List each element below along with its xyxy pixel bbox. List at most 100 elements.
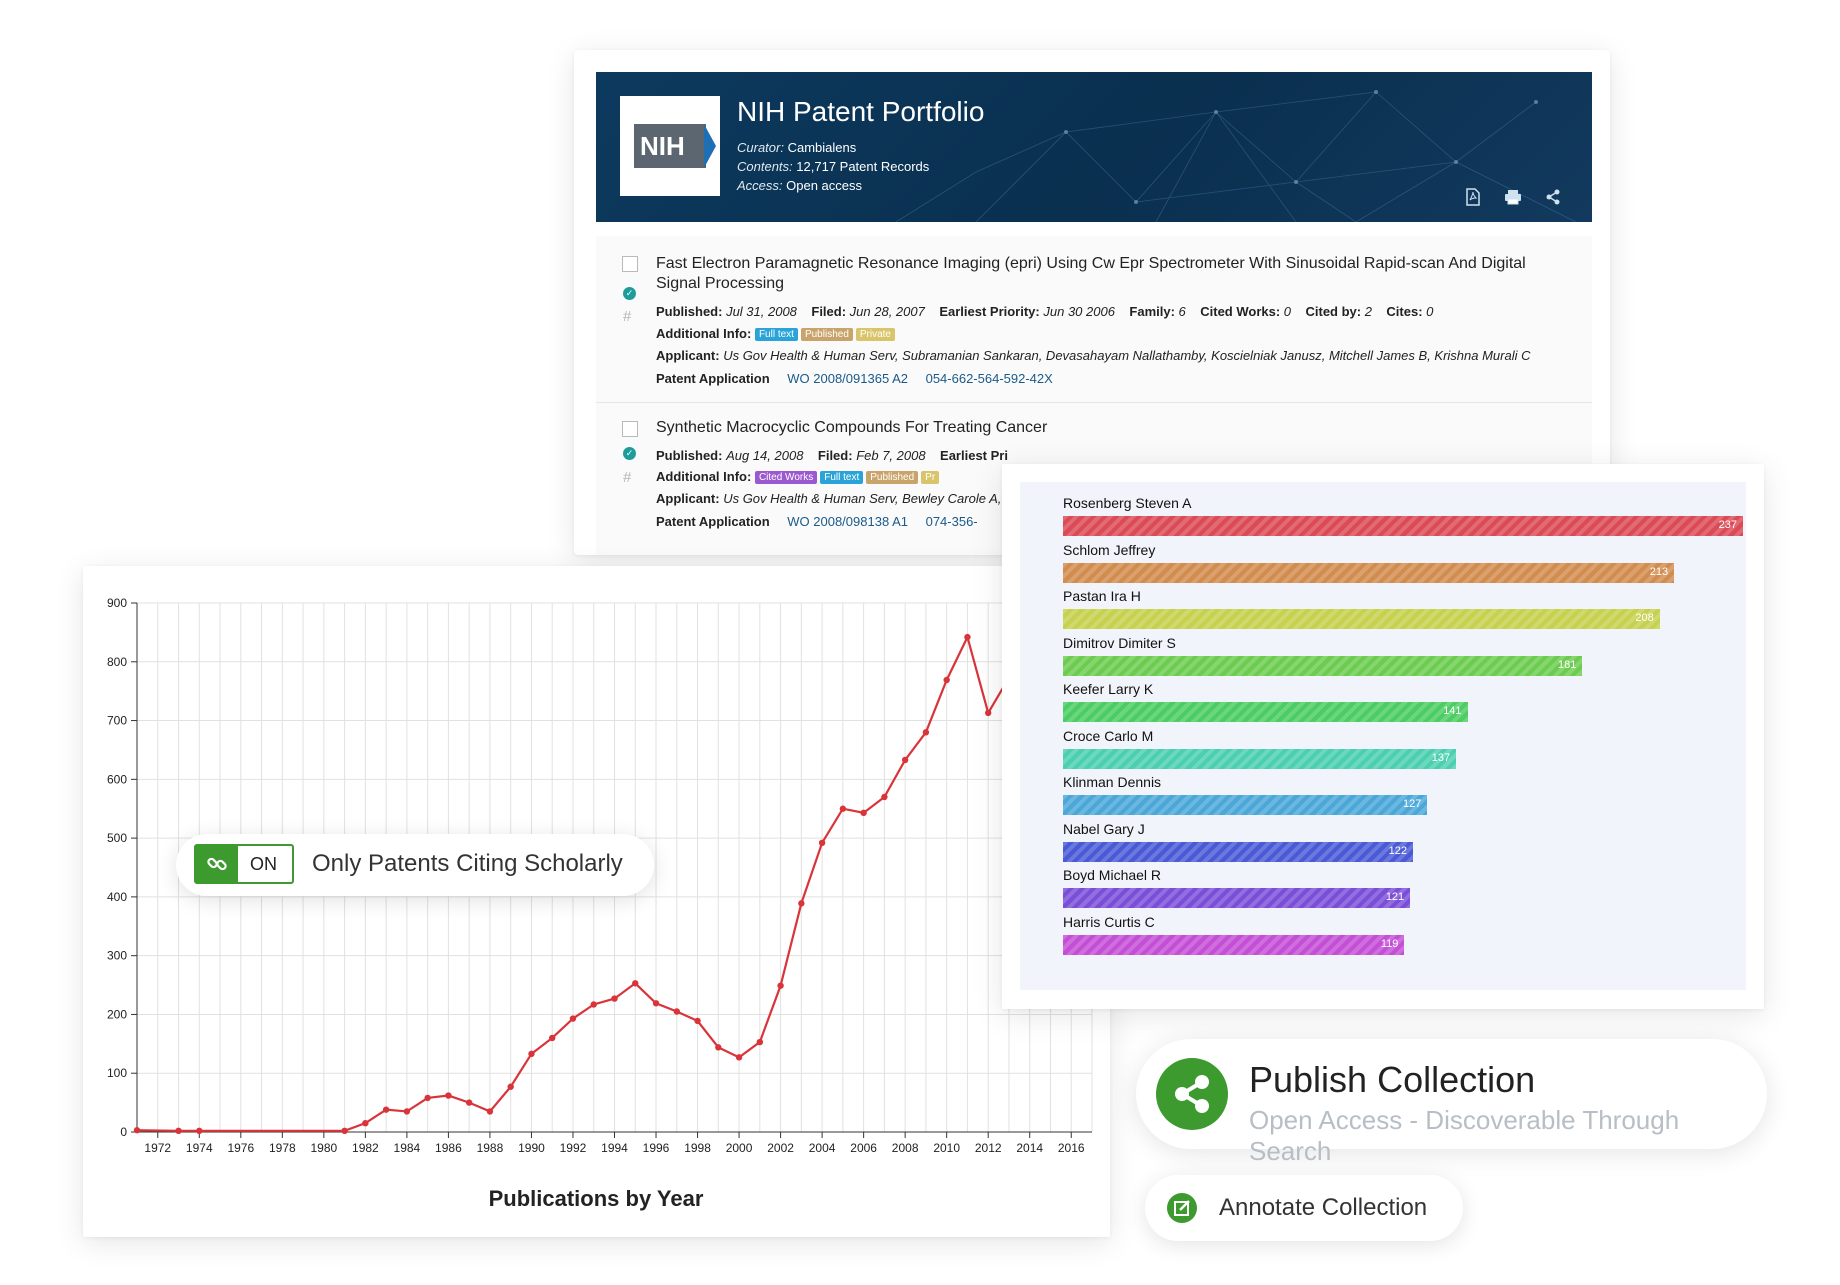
publish-title: Publish Collection bbox=[1249, 1059, 1536, 1100]
record-title[interactable]: Synthetic Macrocyclic Compounds For Trea… bbox=[656, 419, 1048, 436]
data-point bbox=[818, 839, 826, 847]
citing-scholarly-toggle[interactable]: ON Only Patents Citing Scholarly bbox=[176, 834, 654, 896]
bar[interactable]: 121 bbox=[1063, 888, 1411, 908]
check-circle-icon: ✓ bbox=[623, 447, 636, 460]
data-point bbox=[341, 1127, 348, 1135]
data-point bbox=[611, 995, 618, 1002]
data-point bbox=[196, 1127, 203, 1135]
bar-value: 208 bbox=[1635, 612, 1654, 624]
x-tick-label: 1992 bbox=[560, 1141, 587, 1155]
data-point bbox=[860, 809, 867, 817]
lens-id[interactable]: 054-662-564-592-42X bbox=[925, 371, 1053, 386]
bar-label: Rosenberg Steven A bbox=[1063, 495, 1192, 511]
record-dates: Published: Jul 31, 2008 Filed: Jun 28, 2… bbox=[656, 304, 1434, 319]
bar[interactable]: 127 bbox=[1063, 795, 1428, 815]
bar-value: 237 bbox=[1718, 519, 1737, 531]
bar-value: 119 bbox=[1380, 937, 1399, 950]
data-point bbox=[632, 980, 639, 987]
share-icon[interactable] bbox=[1542, 186, 1564, 208]
data-point bbox=[881, 793, 888, 801]
patent-number[interactable]: WO 2008/098138 A1 bbox=[787, 514, 908, 529]
data-point bbox=[964, 633, 971, 641]
bar-label: Schlom Jeffrey bbox=[1063, 541, 1156, 558]
tag-cited-works[interactable]: Cited Works bbox=[754, 471, 818, 484]
record-applicant: Applicant: Us Gov Health & Human Serv, S… bbox=[656, 348, 1531, 363]
edit-icon bbox=[1167, 1193, 1197, 1223]
x-tick-label: 1976 bbox=[227, 1141, 254, 1155]
x-tick-label: 1990 bbox=[518, 1141, 545, 1155]
x-tick-label: 2000 bbox=[726, 1141, 753, 1155]
data-point bbox=[362, 1119, 369, 1127]
publish-collection-button[interactable]: Publish Collection Open Access - Discove… bbox=[1136, 1039, 1767, 1166]
patent-number[interactable]: WO 2008/091365 A2 bbox=[787, 371, 908, 386]
bar-value: 181 bbox=[1557, 658, 1577, 671]
x-tick-label: 1984 bbox=[394, 1141, 421, 1155]
print-icon[interactable] bbox=[1502, 186, 1524, 208]
hash-icon: # bbox=[623, 308, 632, 325]
x-tick-label: 1982 bbox=[352, 1141, 379, 1155]
y-tick-label: 800 bbox=[107, 655, 127, 669]
publications-line-chart: 0 100 200 300 400 500 600 700 800 900 1972 1974 1976… bbox=[107, 596, 1093, 1211]
tag-private[interactable]: Private bbox=[855, 328, 895, 341]
bar[interactable]: 141 bbox=[1063, 702, 1468, 722]
y-tick-label: 100 bbox=[107, 1066, 127, 1080]
data-point bbox=[922, 729, 930, 736]
annotate-collection-button[interactable]: Annotate Collection bbox=[1145, 1175, 1463, 1241]
x-tick-label: 1998 bbox=[684, 1141, 711, 1155]
bar-value: 137 bbox=[1431, 751, 1451, 764]
data-point bbox=[486, 1108, 494, 1115]
pdf-icon[interactable] bbox=[1462, 186, 1484, 208]
bar-label: Croce Carlo M bbox=[1063, 727, 1154, 744]
select-checkbox[interactable] bbox=[622, 421, 638, 437]
publications-by-year-card: 0 100 200 300 400 500 600 700 800 900 1972 1974 1976… bbox=[83, 566, 1110, 1237]
data-point bbox=[424, 1094, 431, 1102]
x-tick-label: 2014 bbox=[1016, 1141, 1043, 1155]
y-tick-label: 0 bbox=[120, 1125, 127, 1139]
bar[interactable]: 208 bbox=[1063, 609, 1660, 629]
x-tick-label: 2016 bbox=[1058, 1141, 1085, 1155]
tag-full-text[interactable]: Full text bbox=[754, 328, 798, 341]
toggle-switch[interactable]: ON bbox=[194, 844, 294, 884]
y-tick-label: 700 bbox=[107, 714, 127, 728]
select-checkbox[interactable] bbox=[622, 256, 638, 272]
bar[interactable]: 137 bbox=[1063, 748, 1457, 769]
bar-value: 121 bbox=[1385, 891, 1405, 903]
x-tick-label: 1974 bbox=[186, 1141, 213, 1155]
bar[interactable]: 213 bbox=[1063, 562, 1675, 583]
x-tick-label: 1978 bbox=[269, 1141, 296, 1155]
toggle-label: Only Patents Citing Scholarly bbox=[312, 850, 623, 877]
collection-banner: NIH NIH Patent Portfolio Curator: Cambia… bbox=[596, 72, 1592, 222]
bar-value: 122 bbox=[1388, 844, 1408, 857]
lens-id[interactable]: 074-356- bbox=[925, 514, 978, 529]
x-tick-label: 1986 bbox=[435, 1141, 462, 1155]
data-point bbox=[673, 1008, 680, 1015]
y-tick-label: 200 bbox=[107, 1007, 127, 1021]
x-tick-label: 2006 bbox=[850, 1141, 877, 1155]
bar-value: 141 bbox=[1443, 705, 1462, 717]
network-decoration bbox=[895, 90, 1577, 222]
tag-published[interactable]: Published bbox=[866, 471, 919, 484]
bar[interactable]: 119 bbox=[1063, 934, 1405, 955]
record-title[interactable]: Fast Electron Paramagnetic Resonance Ima… bbox=[656, 255, 1526, 292]
tag-full-text[interactable]: Full text bbox=[820, 471, 864, 484]
nih-logo: NIH bbox=[620, 96, 720, 196]
bar[interactable]: 181 bbox=[1063, 655, 1583, 676]
patent-portfolio-card: NIH NIH Patent Portfolio Curator: Cambia… bbox=[574, 50, 1610, 555]
bar-label: Dimitrov Dimiter S bbox=[1063, 634, 1176, 651]
x-tick-label: 2008 bbox=[892, 1141, 919, 1155]
record-dates: Published: Aug 14, 2008 Filed: Feb 7, 20… bbox=[656, 448, 1008, 463]
data-point bbox=[901, 756, 909, 764]
data-point bbox=[445, 1092, 452, 1099]
record-type: Patent Application WO 2008/091365 A2 054… bbox=[656, 371, 1053, 386]
y-tick-label: 900 bbox=[107, 596, 127, 610]
data-point bbox=[984, 709, 992, 717]
record-type: Patent Application WO 2008/098138 A1 074… bbox=[656, 514, 978, 529]
data-point bbox=[569, 1015, 577, 1022]
y-tick-label: 500 bbox=[107, 831, 127, 845]
tag-private[interactable]: Pr bbox=[921, 471, 940, 484]
share-icon bbox=[1156, 1058, 1228, 1130]
bar[interactable]: 122 bbox=[1063, 841, 1414, 862]
bar[interactable]: 237 bbox=[1063, 516, 1743, 536]
tag-published[interactable]: Published bbox=[800, 328, 853, 341]
collection-title: NIH Patent Portfolio bbox=[737, 96, 985, 127]
